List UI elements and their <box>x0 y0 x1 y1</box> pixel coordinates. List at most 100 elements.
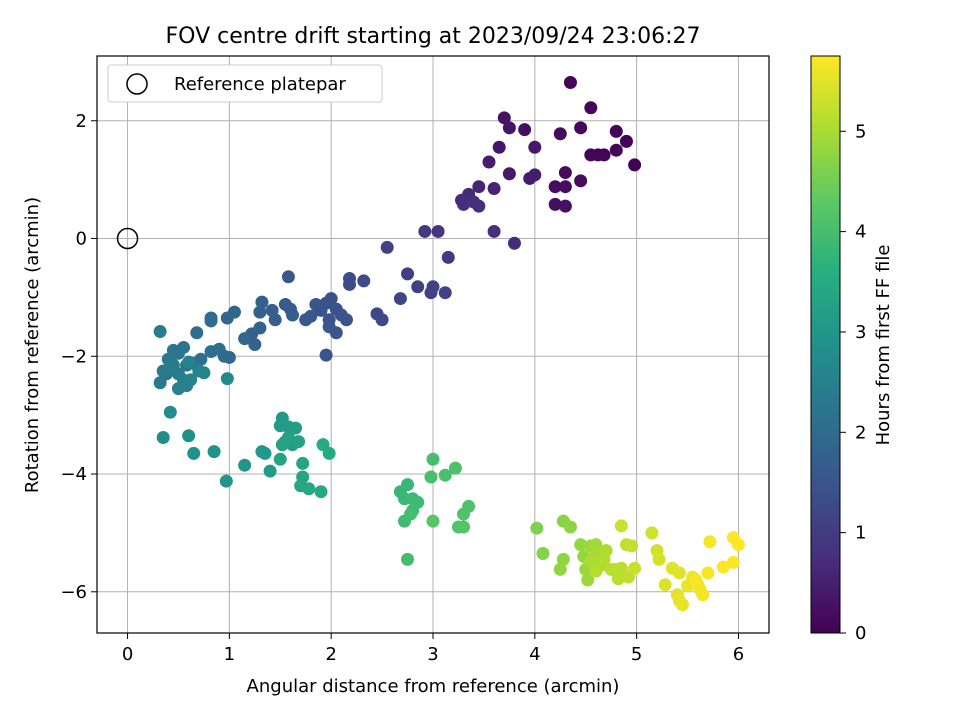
data-point <box>258 446 272 460</box>
data-point <box>322 320 336 334</box>
data-point <box>584 101 598 115</box>
data-point <box>268 313 282 327</box>
y-tick-label: −2 <box>60 346 87 367</box>
data-point <box>418 224 432 238</box>
data-point <box>207 445 221 459</box>
legend-box <box>107 64 383 103</box>
data-point <box>375 313 389 327</box>
data-point <box>182 429 196 443</box>
data-point <box>563 75 577 89</box>
data-point <box>204 314 218 328</box>
data-point <box>411 280 425 294</box>
data-point <box>614 561 628 575</box>
data-point <box>597 148 611 162</box>
data-point <box>220 311 234 325</box>
data-point <box>625 539 639 553</box>
data-point <box>502 121 516 135</box>
x-axis-label: Angular distance from reference (arcmin) <box>247 676 620 697</box>
data-point <box>263 464 277 478</box>
data-point <box>401 478 415 492</box>
data-point <box>507 236 521 250</box>
data-point <box>357 274 371 288</box>
data-point <box>438 468 452 482</box>
data-point <box>156 364 170 378</box>
data-point <box>424 470 438 484</box>
data-point <box>401 552 415 566</box>
reference-marker-group <box>116 227 139 250</box>
data-point <box>675 598 689 612</box>
data-point <box>319 348 333 362</box>
data-point <box>530 521 544 535</box>
data-point <box>273 452 287 466</box>
data-point <box>619 134 633 148</box>
x-axis: 0 1 2 3 4 5 6 <box>122 633 744 665</box>
data-point <box>457 507 471 521</box>
data-point <box>302 482 316 496</box>
data-point <box>438 286 452 300</box>
data-point <box>253 305 267 319</box>
data-point <box>558 166 572 180</box>
data-point <box>589 564 603 578</box>
data-point <box>563 520 577 534</box>
data-point <box>401 267 415 281</box>
data-point <box>238 458 252 472</box>
colorbar-tick-label: 0 <box>855 623 866 644</box>
colorbar-tick-label: 5 <box>855 121 866 142</box>
data-point <box>716 560 730 574</box>
data-point <box>497 111 511 125</box>
data-point <box>584 554 598 568</box>
data-point <box>689 573 703 587</box>
data-point <box>574 174 588 188</box>
data-point <box>156 431 170 445</box>
data-point <box>190 326 204 340</box>
data-point <box>238 332 252 346</box>
data-point <box>701 566 715 580</box>
data-point <box>472 199 486 213</box>
x-tick-label: 0 <box>122 644 133 665</box>
data-point <box>153 376 167 390</box>
data-point <box>482 155 496 169</box>
data-point <box>343 277 357 291</box>
data-point <box>502 167 516 181</box>
colorbar-ticks: 0 1 2 3 4 5 <box>840 121 866 644</box>
colorbar: 0 1 2 3 4 5 Hours from first FF file <box>810 55 894 644</box>
data-point <box>448 461 462 475</box>
data-point <box>487 181 501 195</box>
data-point <box>197 366 211 380</box>
data-point <box>339 313 353 327</box>
data-point <box>289 421 303 435</box>
data-points <box>153 75 745 612</box>
data-point <box>182 355 196 369</box>
data-point <box>558 199 572 213</box>
data-point <box>472 180 486 194</box>
x-tick-label: 5 <box>631 644 642 665</box>
data-point <box>163 405 177 419</box>
data-point <box>696 588 710 602</box>
data-point <box>248 338 262 351</box>
legend-label: Reference platepar <box>174 74 346 95</box>
colorbar-tick-label: 1 <box>855 523 866 544</box>
data-point <box>574 121 588 135</box>
data-point <box>703 535 717 549</box>
colorbar-gradient <box>810 55 841 634</box>
data-point <box>426 280 440 294</box>
data-point <box>380 240 394 254</box>
data-point <box>153 325 167 339</box>
y-tick-label: 2 <box>76 111 87 132</box>
data-point <box>187 446 201 460</box>
data-point <box>614 519 628 533</box>
data-point <box>426 452 440 466</box>
data-point <box>536 547 550 561</box>
data-point <box>404 507 418 521</box>
data-point <box>457 520 471 534</box>
data-point <box>314 485 328 499</box>
data-point <box>553 562 567 576</box>
legend-marker <box>126 73 148 95</box>
data-point <box>184 373 198 387</box>
y-tick-label: −6 <box>60 582 87 603</box>
data-point <box>628 158 642 172</box>
x-tick-label: 4 <box>529 644 540 665</box>
data-point <box>426 514 440 528</box>
data-point <box>431 224 445 238</box>
